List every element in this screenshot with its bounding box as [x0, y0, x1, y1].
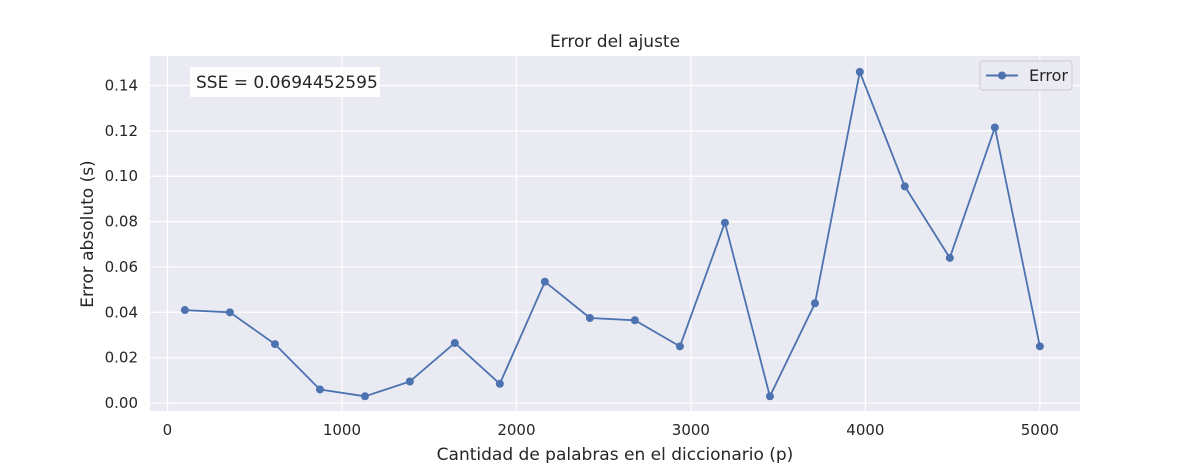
data-point [270, 340, 279, 349]
y-axis-label: Error absoluto (s) [78, 160, 98, 307]
data-point [450, 338, 459, 347]
y-tick-labels: 0.00 0.02 0.04 0.06 0.08 0.10 0.12 0.14 [105, 76, 138, 412]
data-point [990, 123, 999, 132]
x-tick-label: 1000 [323, 421, 361, 439]
annotation-text: SSE = 0.0694452595 [196, 73, 378, 93]
data-point [720, 218, 729, 227]
legend: Error [979, 60, 1073, 91]
legend-marker-swatch [998, 71, 1006, 80]
legend-label: Error [1029, 66, 1068, 85]
y-tick-label: 0.02 [105, 349, 138, 367]
x-axis-label: Cantidad de palabras en el diccionario (… [437, 445, 794, 463]
y-tick-label: 0.14 [105, 76, 138, 94]
data-point [585, 313, 594, 322]
data-point [765, 392, 774, 401]
grid [150, 56, 1080, 411]
y-tick-label: 0.12 [105, 122, 138, 140]
x-tick-label: 0 [163, 421, 173, 439]
x-tick-label: 4000 [846, 421, 884, 439]
data-point [540, 277, 549, 286]
legend-box [979, 60, 1073, 91]
data-point [495, 379, 504, 388]
y-tick-label: 0.10 [105, 167, 138, 185]
data-point [810, 299, 819, 308]
data-point [405, 377, 414, 386]
series-layer [180, 67, 1044, 401]
data-point [315, 385, 324, 394]
x-tick-label: 3000 [672, 421, 710, 439]
data-point [180, 306, 189, 315]
x-tick-labels: 0 1000 2000 3000 4000 5000 [163, 421, 1059, 439]
data-point [360, 392, 369, 401]
data-point [225, 308, 234, 317]
chart-title: Error del ajuste [550, 32, 680, 52]
y-tick-label: 0.00 [105, 394, 138, 412]
sse-annotation: SSE = 0.0694452595 [190, 67, 380, 97]
y-tick-label: 0.08 [105, 213, 138, 231]
series-line-error [184, 71, 1041, 398]
data-point [945, 253, 954, 262]
data-point [855, 67, 864, 76]
data-point [675, 342, 684, 351]
y-tick-label: 0.06 [105, 258, 138, 276]
plot-background [150, 56, 1080, 411]
data-point [630, 316, 639, 325]
annotation-box [190, 67, 380, 97]
x-tick-label: 5000 [1021, 421, 1059, 439]
data-point [900, 182, 909, 191]
y-tick-label: 0.04 [105, 303, 138, 321]
x-tick-label: 2000 [497, 421, 535, 439]
data-point [1035, 342, 1044, 351]
